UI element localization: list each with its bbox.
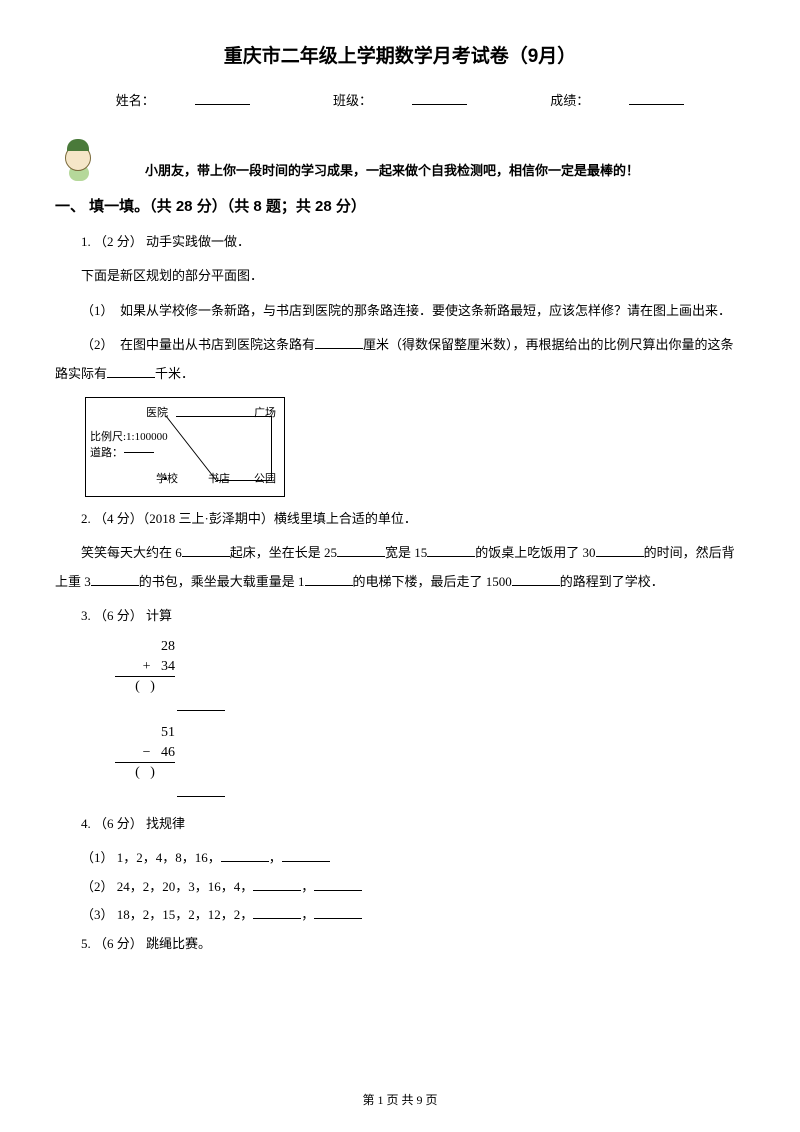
q4-p3: （3） 18，2，15，2，12，2，， <box>55 901 745 930</box>
q1-sub2: （2） 在图中量出从书店到医院这条路有厘米（得数保留整厘米数），再根据给出的比例… <box>55 331 745 388</box>
score-label: 成绩： <box>530 93 704 108</box>
q2-label: 2. （4 分）（2018 三上·彭泽期中）横线里填上合适的单位． <box>55 505 745 534</box>
diagram: 医院 广场 比例尺:1:100000 道路： 学校 书店 公园 <box>85 397 285 497</box>
q4-p1: （1） 1，2，4，8，16，， <box>55 844 745 873</box>
q1-subtext: 下面是新区规划的部分平面图． <box>55 262 745 291</box>
q4-label: 4. （6 分） 找规律 <box>55 810 745 839</box>
q1-sub1: （1） 如果从学校修一条新路，与书店到医院的那条路连接．要使这条新路最短，应该怎… <box>55 297 745 326</box>
calc-1: 28 + 34 ( ) <box>115 637 745 717</box>
q2-text: 笑笑每天大约在 6起床，坐在长是 25宽是 15的饭桌上吃饭用了 30的时间，然… <box>55 539 745 596</box>
diagram-diagonal <box>86 398 284 496</box>
page-footer: 第 1 页 共 9 页 <box>0 1090 800 1112</box>
calc-2: 51 − 46 ( ) <box>115 723 745 803</box>
page-title: 重庆市二年级上学期数学月考试卷（9月） <box>55 40 745 74</box>
q3-label: 3. （6 分） 计算 <box>55 602 745 631</box>
class-label: 班级： <box>313 93 487 108</box>
avatar-icon <box>55 133 105 183</box>
intro-text: 小朋友，带上你一段时间的学习成果，一起来做个自我检测吧，相信你一定是最棒的！ <box>145 159 639 182</box>
q4-p2: （2） 24，2，20，3，16，4，， <box>55 873 745 902</box>
name-label: 姓名： <box>96 93 270 108</box>
q5-label: 5. （6 分） 跳绳比赛。 <box>55 930 745 959</box>
intro-row: 小朋友，带上你一段时间的学习成果，一起来做个自我检测吧，相信你一定是最棒的！ <box>55 133 745 183</box>
section-heading: 一、 填一填。（共 28 分）（共 8 题；共 28 分） <box>55 193 745 220</box>
diagram-dot <box>164 477 167 480</box>
q1-label: 1. （2 分） 动手实践做一做． <box>55 228 745 257</box>
header-fields: 姓名： 班级： 成绩： <box>55 89 745 112</box>
